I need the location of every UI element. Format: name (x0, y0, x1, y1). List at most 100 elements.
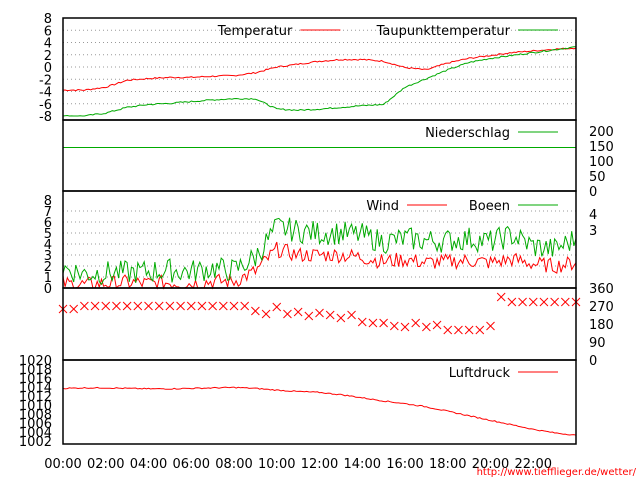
y-tick-label: 270 (589, 300, 614, 315)
y-tick-label: 1008 (19, 408, 52, 423)
y-tick-label: 0 (589, 354, 597, 369)
data-point (464, 325, 474, 335)
data-point (507, 297, 517, 307)
series-line-temperatur (62, 47, 577, 92)
data-point (251, 306, 260, 316)
data-point (550, 297, 559, 307)
x-tick-label: 10:00 (258, 457, 295, 472)
series-line-boeen (62, 217, 577, 286)
data-point (454, 325, 463, 335)
x-tick-label: 04:00 (130, 457, 167, 472)
y-tick-label: 1004 (19, 426, 52, 441)
y-tick-label-right: 4 (589, 208, 597, 223)
x-tick-label: 02:00 (87, 457, 124, 472)
x-tick-label: 14:00 (344, 457, 381, 472)
x-tick-label: 08:00 (215, 457, 252, 472)
data-point (133, 301, 143, 311)
data-point (486, 321, 495, 331)
data-point (304, 311, 314, 321)
y-tick-label-right: 3 (589, 224, 597, 239)
y-tick-label: 1002 (19, 435, 52, 450)
data-point (165, 301, 175, 311)
data-point (528, 297, 538, 307)
y-tick-label: 5 (44, 227, 52, 242)
y-tick-label: 0 (589, 185, 597, 200)
y-tick-label: 1 (44, 271, 52, 286)
data-point (197, 301, 207, 311)
data-point (379, 318, 388, 328)
y-tick-label: -6 (39, 98, 52, 113)
y-tick-label: 360 (589, 282, 614, 297)
legends: Taupunkttemperatur Temperatur Niederschlag… (217, 24, 558, 381)
data-point (186, 301, 196, 311)
credit-link[interactable]: http://www.tiefflieger.de/wetter/ (477, 467, 637, 478)
legend-label: Luftdruck (449, 366, 511, 381)
panel-frame-5 (62, 359, 577, 445)
y-tick-label: 90 (589, 336, 606, 351)
x-tick-label: 12:00 (301, 457, 338, 472)
data-point (69, 304, 79, 314)
y-tick-label: 6 (44, 24, 52, 39)
data-point (496, 292, 506, 302)
y-tick-label: -8 (39, 110, 52, 125)
data-point (443, 325, 453, 335)
series-layer (58, 46, 581, 436)
y-tick-label: 0 (44, 61, 52, 76)
legend-label: Taupunkttemperatur (376, 24, 511, 39)
data-point (411, 318, 421, 328)
data-point (518, 297, 527, 307)
data-point (272, 302, 282, 312)
y-tick-label: 3 (44, 249, 52, 264)
data-point (368, 318, 378, 328)
data-point (325, 310, 335, 320)
y-tick-label: 6 (44, 216, 52, 231)
data-point (176, 301, 185, 311)
y-tick-label: -4 (39, 86, 52, 101)
y-tick-label: 180 (589, 318, 614, 333)
data-point (229, 301, 239, 311)
data-point (400, 322, 410, 332)
series-line-taupunkttemperatur (62, 46, 576, 117)
y-tick-label: 4 (44, 37, 52, 52)
data-point (293, 307, 303, 317)
data-point (208, 301, 217, 311)
series-line-wind (62, 241, 577, 290)
data-point (240, 301, 250, 311)
y-tick-label: 1016 (19, 372, 52, 387)
data-point (432, 320, 442, 330)
data-point (144, 301, 153, 311)
y-tick-label: 8 (44, 12, 52, 27)
x-tick-label: 22:00 (515, 457, 552, 472)
data-point (422, 322, 431, 332)
data-point (112, 301, 121, 311)
x-tick-label: 00:00 (44, 457, 81, 472)
y-tick-label: 2 (44, 49, 52, 64)
y-tick-label: 150 (589, 140, 614, 155)
data-point (154, 301, 164, 311)
data-point (539, 297, 549, 307)
data-point (80, 301, 89, 311)
legend-label: Boeen (469, 199, 510, 214)
x-tick-label: 18:00 (429, 457, 466, 472)
data-point (122, 301, 132, 311)
y-tick-label: 1020 (19, 354, 52, 369)
x-tick-label: 06:00 (173, 457, 210, 472)
y-tick-label: -2 (39, 73, 52, 88)
data-point (101, 301, 111, 311)
data-point (560, 297, 570, 307)
y-tick-label: 1010 (19, 399, 52, 414)
data-point (315, 308, 324, 318)
y-tick-label: 7 (44, 205, 52, 220)
legend-label: Temperatur (217, 24, 293, 39)
y-tick-label: 1018 (19, 363, 52, 378)
x-tick-label: 16:00 (386, 457, 423, 472)
tick-labels: 86420-2-4-6-8200150100500876543210433602… (19, 12, 614, 472)
panel-frames (62, 17, 577, 445)
data-point (357, 317, 367, 327)
x-tick-label: 20:00 (472, 457, 509, 472)
y-tick-label: 200 (589, 125, 614, 140)
y-tick-label: 0 (44, 282, 52, 297)
legend-label: Niederschlag (425, 126, 510, 141)
series-line-luftdruck (62, 386, 577, 436)
